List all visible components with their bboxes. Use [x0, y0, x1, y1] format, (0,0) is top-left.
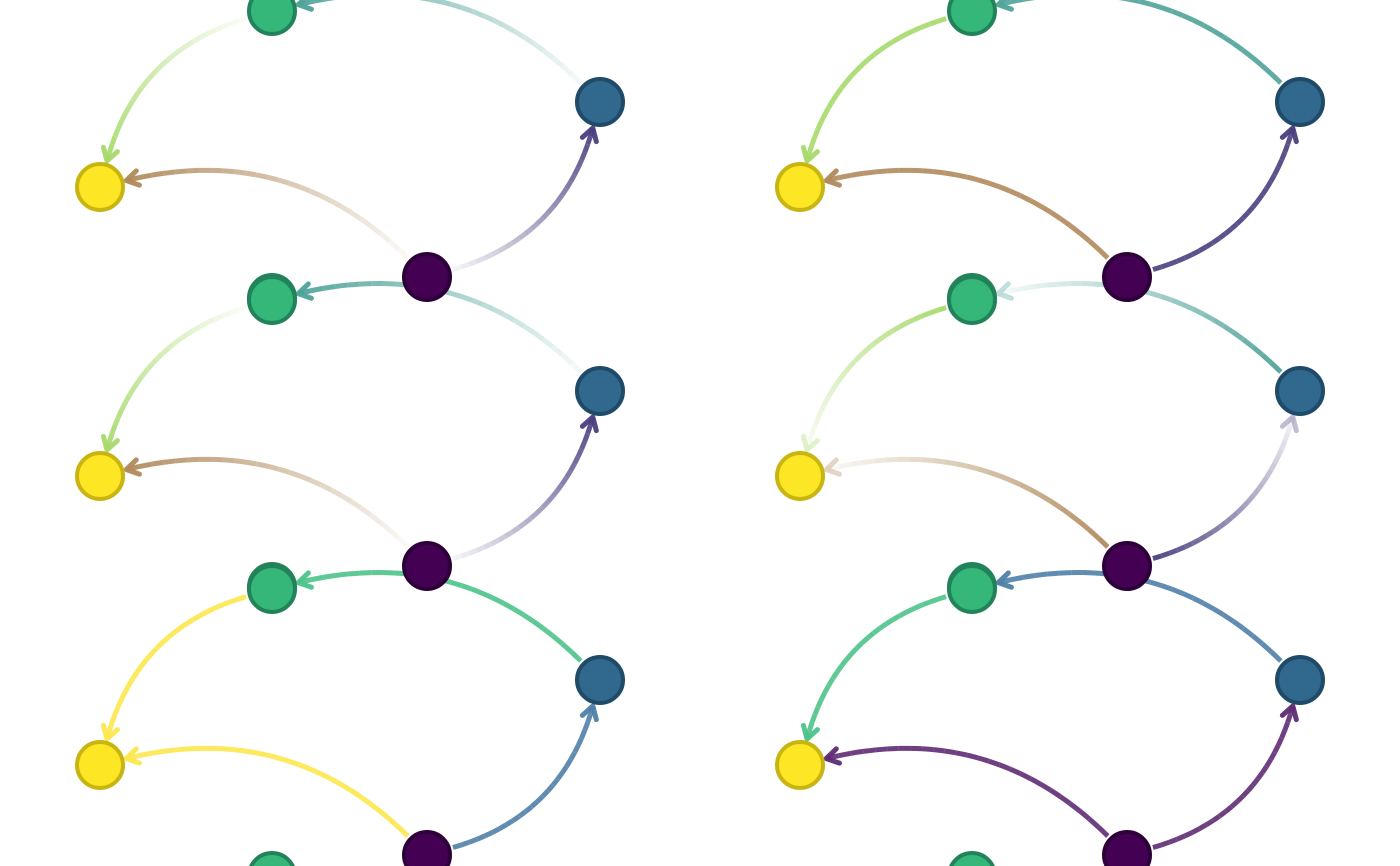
edge-r2c1-D-to-C	[123, 456, 410, 549]
edge-r3c2-A-to-C	[800, 594, 947, 742]
edge-r1c2-B-to-A	[995, 0, 1283, 85]
arrowhead	[800, 722, 820, 742]
node-r2c1-A-teal	[247, 275, 297, 325]
node-r1c2-C-yellow	[775, 162, 825, 212]
arrowhead	[123, 457, 142, 477]
node-r3c2-B-blue	[1275, 655, 1325, 705]
node-r1c1-D-purple	[402, 252, 452, 302]
edge-r1c1-A-to-C	[100, 16, 247, 164]
arrowhead	[823, 457, 842, 477]
node-r3c1-D-purple	[402, 830, 452, 866]
node-r3c1-C-yellow	[75, 740, 125, 790]
arrowhead	[100, 722, 120, 742]
edge-r2c1-A-to-C	[100, 305, 247, 453]
edge-r1c2-A-to-C	[800, 16, 947, 164]
arrowhead	[1279, 414, 1299, 434]
node-r3c2-A-teal	[947, 564, 997, 614]
edge-r1c1-B-to-A	[295, 0, 583, 85]
edge-r3c2-B-to-A	[995, 570, 1283, 663]
arrowhead	[295, 570, 314, 590]
arrowhead	[100, 433, 120, 453]
node-r1c2-B-blue	[1275, 77, 1325, 127]
node-r2c1-C-yellow	[75, 451, 125, 501]
arrowhead	[995, 570, 1014, 590]
node-r2c2-B-blue	[1275, 366, 1325, 416]
edge-r1c1-D-to-C	[123, 167, 410, 260]
arrowhead	[100, 144, 120, 164]
node-r1c2-D-purple	[1102, 252, 1152, 302]
arrowhead	[1279, 125, 1299, 145]
edge-r3c2-D-to-C	[823, 745, 1110, 838]
edge-r1c2-D-to-B	[1152, 125, 1299, 272]
arrowhead	[823, 168, 842, 188]
node-r1c2-A-teal	[947, 0, 997, 36]
arrowhead	[123, 746, 142, 766]
node-r3c1-A-teal	[247, 564, 297, 614]
arrowhead	[1279, 703, 1299, 723]
arrowhead	[995, 0, 1014, 12]
node-r1c1-A-teal	[247, 0, 297, 36]
node-r3c2-E-teal	[949, 851, 995, 866]
node-r3c1-E-teal	[249, 851, 295, 866]
arrowhead	[823, 746, 842, 766]
node-r2c2-C-yellow	[775, 451, 825, 501]
arrowhead	[295, 281, 314, 301]
arrowhead	[579, 125, 599, 145]
edge-r2c2-A-to-C	[800, 305, 947, 453]
arrowhead	[579, 414, 599, 434]
arrowhead	[800, 433, 820, 453]
edge-r2c2-D-to-B	[1152, 414, 1299, 561]
edge-r2c2-B-to-A	[995, 281, 1283, 374]
nodes-layer	[75, 0, 1325, 866]
arrowhead	[995, 281, 1014, 301]
edge-r3c1-D-to-B	[452, 703, 599, 850]
node-r2c1-B-blue	[575, 366, 625, 416]
node-r3c2-D-purple	[1102, 830, 1152, 866]
node-r1c1-B-blue	[575, 77, 625, 127]
node-r1c1-C-yellow	[75, 162, 125, 212]
edges-layer	[100, 0, 1299, 850]
arrowhead	[295, 0, 314, 12]
edge-r1c2-D-to-C	[823, 167, 1110, 260]
node-r2c2-A-teal	[947, 275, 997, 325]
node-r3c2-C-yellow	[775, 740, 825, 790]
edge-r1c1-D-to-B	[452, 125, 599, 272]
arrowhead	[800, 144, 820, 164]
arrowhead	[123, 168, 142, 188]
arrowhead	[579, 703, 599, 723]
edge-r3c2-D-to-B	[1152, 703, 1299, 850]
edge-r2c1-D-to-B	[452, 414, 599, 561]
edge-r3c1-D-to-C	[123, 745, 410, 838]
edge-r2c2-D-to-C	[823, 456, 1110, 549]
edge-r3c1-A-to-C	[100, 594, 247, 742]
node-r3c1-B-blue	[575, 655, 625, 705]
node-r2c2-D-purple	[1102, 541, 1152, 591]
node-r2c1-D-purple	[402, 541, 452, 591]
